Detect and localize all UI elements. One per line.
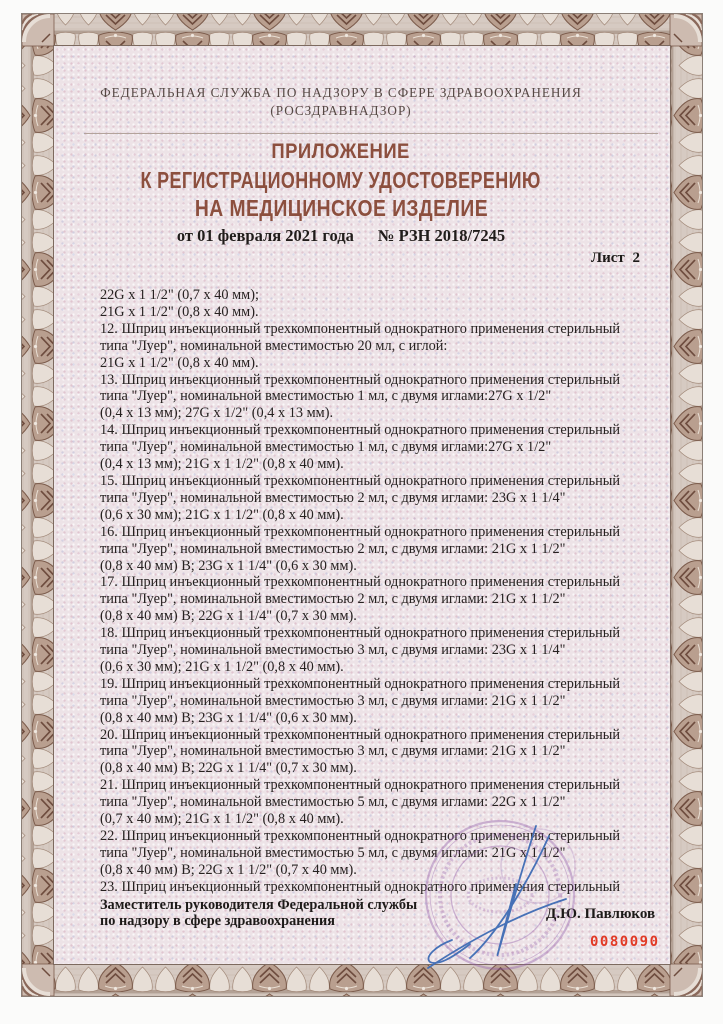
body-line: (0,6 x 30 мм); 21G x 1 1/2" (0,8 x 40 мм… (100, 658, 344, 675)
signer-name: Д.Ю. Павлюков (546, 906, 656, 922)
body-line: 18. Шприц инъекционный трехкомпонентный … (100, 625, 621, 642)
certificate-content: ФЕДЕРАЛЬНАЯ СЛУЖБА ПО НАДЗОРУ В СФЕРЕ ЗД… (54, 46, 670, 964)
body-line: типа "Луер", номинальной вместимостью 1 … (100, 439, 552, 456)
doc-title-line3-text: НА МЕДИЦИНСКОЕ ИЗДЕЛИЕ (194, 195, 488, 221)
issue-date: от 01 февраля 2021 года (176, 226, 354, 245)
signer-position-line2: по надзору в сфере здравоохранения (100, 913, 336, 929)
body-line: (0,8 x 40 мм) В; 22G x 1 1/2" (0,7 x 40 … (100, 861, 357, 878)
body-line: (0,4 x 13 мм); 27G x 1/2" (0,4 x 13 мм). (100, 405, 334, 422)
doc-title-line1-text: ПРИЛОЖЕНИЕ (271, 140, 411, 163)
body-line: 16. Шприц инъекционный трехкомпонентный … (100, 523, 621, 540)
body-line: 21G x 1 1/2" (0,8 x 40 мм). (100, 354, 259, 371)
body-line: типа "Луер", номинальной вместимостью 2 … (100, 489, 566, 506)
body-line: типа "Луер", номинальной вместимостью 5 … (100, 844, 566, 861)
paper-texture (54, 46, 670, 964)
doc-title-line3: НА МЕДИЦИНСКОЕ ИЗДЕЛИЕ (54, 195, 628, 222)
body-line: 14. Шприц инъекционный трехкомпонентный … (100, 422, 621, 439)
body-line: 23. Шприц инъекционный трехкомпонентный … (100, 878, 621, 895)
date-and-number-line: от 01 февраля 2021 года № РЗН 2018/7245 (54, 226, 628, 246)
body-line: 19. Шприц инъекционный трехкомпонентный … (100, 675, 621, 692)
body-line: 13. Шприц инъекционный трехкомпонентный … (100, 371, 621, 388)
agency-short-name: (РОСЗДРАВНАДЗОР) (270, 103, 412, 118)
body-line: 21G x 1 1/2" (0,8 x 40 мм). (100, 303, 259, 320)
doc-title-line1: ПРИЛОЖЕНИЕ (54, 140, 628, 164)
body-line: 15. Шприц инъекционный трехкомпонентный … (100, 472, 621, 489)
body-line: типа "Луер", номинальной вместимостью 3 … (100, 692, 566, 709)
body-line: (0,8 x 40 мм) В; 23G x 1 1/4" (0,6 x 30 … (100, 557, 357, 574)
body-line: (0,8 x 40 мм) В; 22G x 1 1/4" (0,7 x 30 … (100, 760, 357, 777)
registration-number: № РЗН 2018/7245 (377, 226, 506, 245)
body-line: (0,6 x 30 мм); 21G x 1 1/2" (0,8 x 40 мм… (100, 506, 344, 523)
document-body: 22G x 1 1/2" (0,7 x 40 мм); 21G x 1 1/2" … (100, 287, 660, 896)
body-line: типа "Луер", номинальной вместимостью 20… (100, 337, 448, 354)
body-line: (0,4 x 13 мм); 21G x 1 1/2" (0,8 x 40 мм… (100, 456, 344, 473)
body-line: (0,8 x 40 мм) В; 22G x 1 1/4" (0,7 x 30 … (100, 608, 357, 625)
body-line: типа "Луер", номинальной вместимостью 3 … (100, 642, 566, 659)
body-line: 21. Шприц инъекционный трехкомпонентный … (100, 777, 621, 794)
body-line: 17. Шприц инъекционный трехкомпонентный … (100, 574, 621, 591)
body-line: типа "Луер", номинальной вместимостью 2 … (100, 591, 566, 608)
body-line: (0,7 x 40 мм); 21G x 1 1/2" (0,8 x 40 мм… (100, 811, 344, 828)
doc-title-line2-text: К РЕГИСТРАЦИОННОМУ УДОСТОВЕРЕНИЮ (140, 167, 542, 193)
body-line: типа "Луер", номинальной вместимостью 1 … (100, 388, 552, 405)
body-line: 22. Шприц инъекционный трехкомпонентный … (100, 828, 621, 844)
body-line: типа "Луер", номинальной вместимостью 5 … (100, 794, 566, 811)
signer-position-line1: Заместитель руководителя Федеральной слу… (100, 897, 418, 913)
body-line: 12. Шприц инъекционный трехкомпонентный … (100, 320, 621, 337)
body-line: 22G x 1 1/2" (0,7 x 40 мм); (100, 287, 259, 303)
body-line: типа "Луер", номинальной вместимостью 2 … (100, 540, 566, 557)
body-line: (0,8 x 40 мм) В; 23G x 1 1/4" (0,6 x 30 … (100, 709, 357, 726)
border-strips (22, 14, 702, 996)
doc-title-line2: К РЕГИСТРАЦИОННОМУ УДОСТОВЕРЕНИЮ (54, 167, 628, 194)
serial-number: 0080090 (590, 934, 660, 950)
sheet-number: Лист 2 (590, 250, 640, 266)
header-divider (84, 133, 658, 134)
body-line: 20. Шприц инъекционный трехкомпонентный … (100, 726, 621, 743)
body-line: типа "Луер", номинальной вместимостью 3 … (100, 743, 566, 760)
agency-name: ФЕДЕРАЛЬНАЯ СЛУЖБА ПО НАДЗОРУ В СФЕРЕ ЗД… (100, 85, 582, 100)
